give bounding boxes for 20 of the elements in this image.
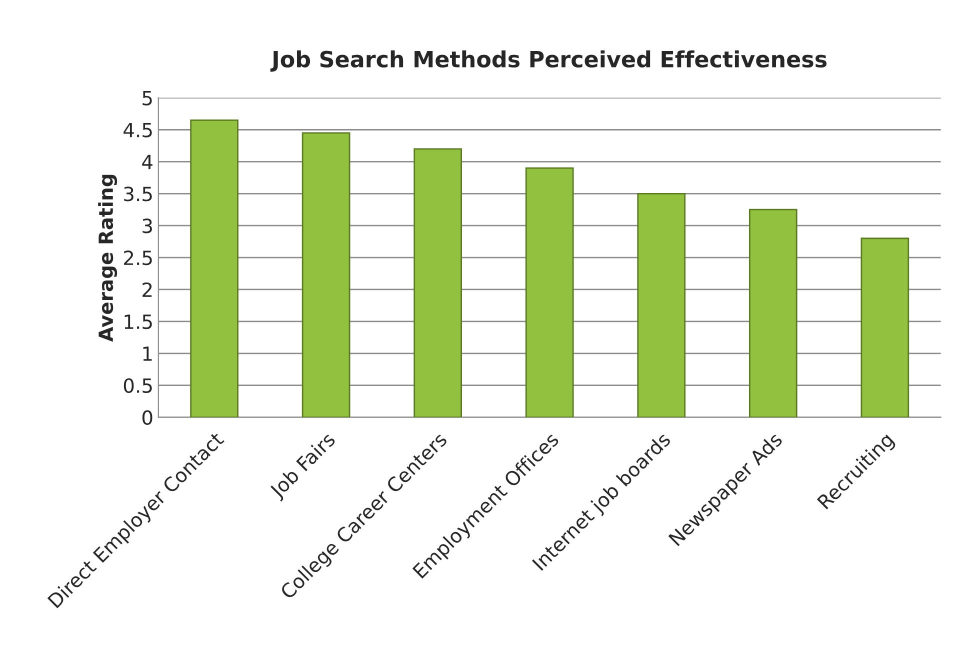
bar bbox=[637, 192, 686, 418]
bar bbox=[414, 148, 462, 418]
bar bbox=[525, 167, 574, 418]
y-tick-label: 1 bbox=[143, 346, 152, 361]
y-tick-label: 2.5 bbox=[124, 250, 152, 266]
y-tick-label: 4.5 bbox=[124, 122, 152, 138]
y-tick-label: 0.5 bbox=[124, 378, 152, 393]
y-tick-label: 4 bbox=[142, 154, 152, 170]
y-tick-label: 5 bbox=[142, 91, 152, 106]
bar bbox=[302, 132, 350, 418]
y-tick-label: 3 bbox=[142, 218, 152, 234]
y-axis-title: Average Rating bbox=[98, 174, 118, 342]
y-tick-label: 1.5 bbox=[124, 314, 152, 330]
y-tick-label: 3.5 bbox=[124, 186, 152, 202]
y-tick-label: 2 bbox=[142, 282, 152, 297]
y-tick-label: 0 bbox=[142, 410, 152, 425]
chart-title: Job Search Methods Perceived Effectiveness bbox=[270, 50, 827, 72]
bar bbox=[860, 238, 910, 418]
bar bbox=[190, 119, 238, 418]
bar bbox=[748, 208, 798, 418]
